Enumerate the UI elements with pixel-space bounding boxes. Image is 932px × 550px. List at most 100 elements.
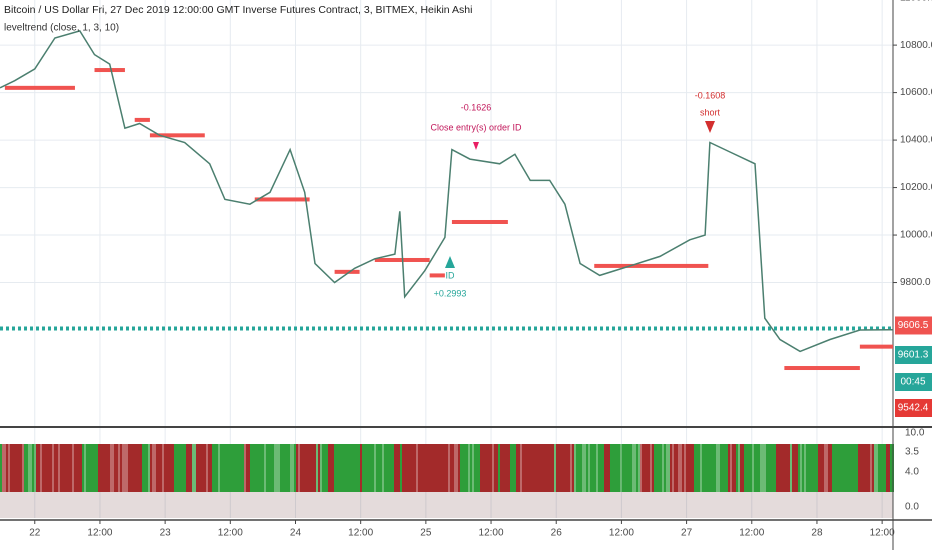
indicator-stripe — [360, 444, 362, 492]
indicator-stripe — [534, 444, 536, 492]
indicator-stripe — [50, 444, 52, 492]
indicator-stripe — [158, 444, 160, 492]
indicator-stripe — [788, 444, 790, 492]
indicator-stripe — [116, 444, 118, 492]
indicator-stripe — [210, 444, 212, 492]
indicator-stripe — [506, 444, 508, 492]
indicator-stripe — [436, 444, 438, 492]
indicator-stripe — [420, 444, 422, 492]
indicator-stripe — [520, 444, 522, 492]
indicator-stripe — [118, 444, 120, 492]
indicator-stripe — [454, 444, 456, 492]
indicator-stripe — [262, 444, 264, 492]
indicator-stripe — [746, 444, 748, 492]
indicator-stripe — [838, 444, 840, 492]
indicator-stripe — [496, 444, 498, 492]
price-badge-label: 9601.3 — [898, 350, 929, 361]
indicator-stripe — [184, 444, 186, 492]
x-tick-label: 26 — [551, 528, 563, 539]
indicator-stripe — [296, 444, 298, 492]
indicator-stripe — [868, 444, 870, 492]
indicator-stripe — [150, 444, 152, 492]
indicator-stripe — [424, 444, 426, 492]
annotation: short — [700, 107, 721, 117]
indicator-stripe — [240, 444, 242, 492]
indicator-stripe — [8, 444, 10, 492]
indicator-stripe — [754, 444, 756, 492]
indicator-stripe — [200, 444, 202, 492]
indicator-stripe — [330, 444, 332, 492]
indicator-stripe — [408, 444, 410, 492]
indicator-stripe — [68, 444, 70, 492]
indicator-stripe — [796, 444, 798, 492]
y-tick-label: 11000.0 — [900, 0, 932, 3]
indicator-stripe — [842, 444, 844, 492]
indicator-stripe — [806, 444, 808, 492]
indicator-stripe — [748, 444, 750, 492]
indicator-stripe — [462, 444, 464, 492]
indicator-stripe — [194, 444, 196, 492]
indicator-stripe — [798, 444, 800, 492]
level-segment — [4, 85, 75, 90]
indicator-stripe — [800, 444, 802, 492]
indicator-stripe — [604, 444, 606, 492]
indicator-stripe — [376, 444, 378, 492]
x-tick-label: 27 — [681, 528, 693, 539]
price-badge — [895, 316, 932, 335]
indicator-stripe — [2, 444, 4, 492]
indicator-stripe — [574, 444, 576, 492]
indicator-stripe — [306, 444, 308, 492]
indicator-stripe — [452, 444, 454, 492]
indicator-stripe — [230, 444, 232, 492]
indicator-stripe — [590, 444, 592, 492]
indicator-stripe — [134, 444, 136, 492]
indicator-stripe — [752, 444, 754, 492]
indicator-stripe — [390, 444, 392, 492]
x-tick-label: 12:00 — [479, 528, 504, 539]
indicator-stripe — [864, 444, 866, 492]
indicator-stripe — [618, 444, 620, 492]
indicator-stripe — [14, 444, 16, 492]
indicator-stripe — [836, 444, 838, 492]
indicator-stripe — [314, 444, 316, 492]
y-tick-label: 10000.0 — [900, 230, 932, 241]
indicator-stripe — [6, 444, 8, 492]
indicator-stripe — [254, 444, 256, 492]
indicator-stripe — [678, 444, 680, 492]
indicator-stripe — [704, 444, 706, 492]
price-badge — [895, 399, 932, 417]
indicator-stripe — [844, 444, 846, 492]
indicator-stripe — [614, 444, 616, 492]
indicator-stripe — [250, 444, 252, 492]
indicator-stripe — [336, 444, 338, 492]
indicator-stripe — [572, 444, 574, 492]
indicator-stripe — [490, 444, 492, 492]
indicator-stripe — [694, 444, 696, 492]
indicator-stripe — [368, 444, 370, 492]
indicator-stripe — [456, 444, 458, 492]
indicator-stripe — [716, 444, 718, 492]
indicator-stripe — [600, 444, 602, 492]
indicator-stripe — [706, 444, 708, 492]
indicator-stripe — [398, 444, 400, 492]
indicator-stripe — [608, 444, 610, 492]
price-badge-label: 9606.5 — [898, 320, 929, 331]
indicator-stripe — [130, 444, 132, 492]
indicator-stripe — [4, 444, 6, 492]
indicator-stripe — [214, 444, 216, 492]
indicator-stripe — [606, 444, 608, 492]
indicator-stripe — [570, 444, 572, 492]
indicator-stripe — [126, 444, 128, 492]
indicator-stripe — [622, 444, 624, 492]
indicator-stripe — [620, 444, 622, 492]
indicator-stripe — [34, 444, 36, 492]
indicator-stripe — [110, 444, 112, 492]
exit-arrow — [473, 142, 479, 150]
indicator-label: leveltrend (close, 1, 3, 10) — [4, 23, 119, 34]
indicator-stripe — [164, 444, 166, 492]
indicator-stripe — [866, 444, 868, 492]
indicator-stripe — [646, 444, 648, 492]
indicator-stripe — [670, 444, 672, 492]
indicator-stripe — [288, 444, 290, 492]
indicator-stripe — [30, 444, 32, 492]
